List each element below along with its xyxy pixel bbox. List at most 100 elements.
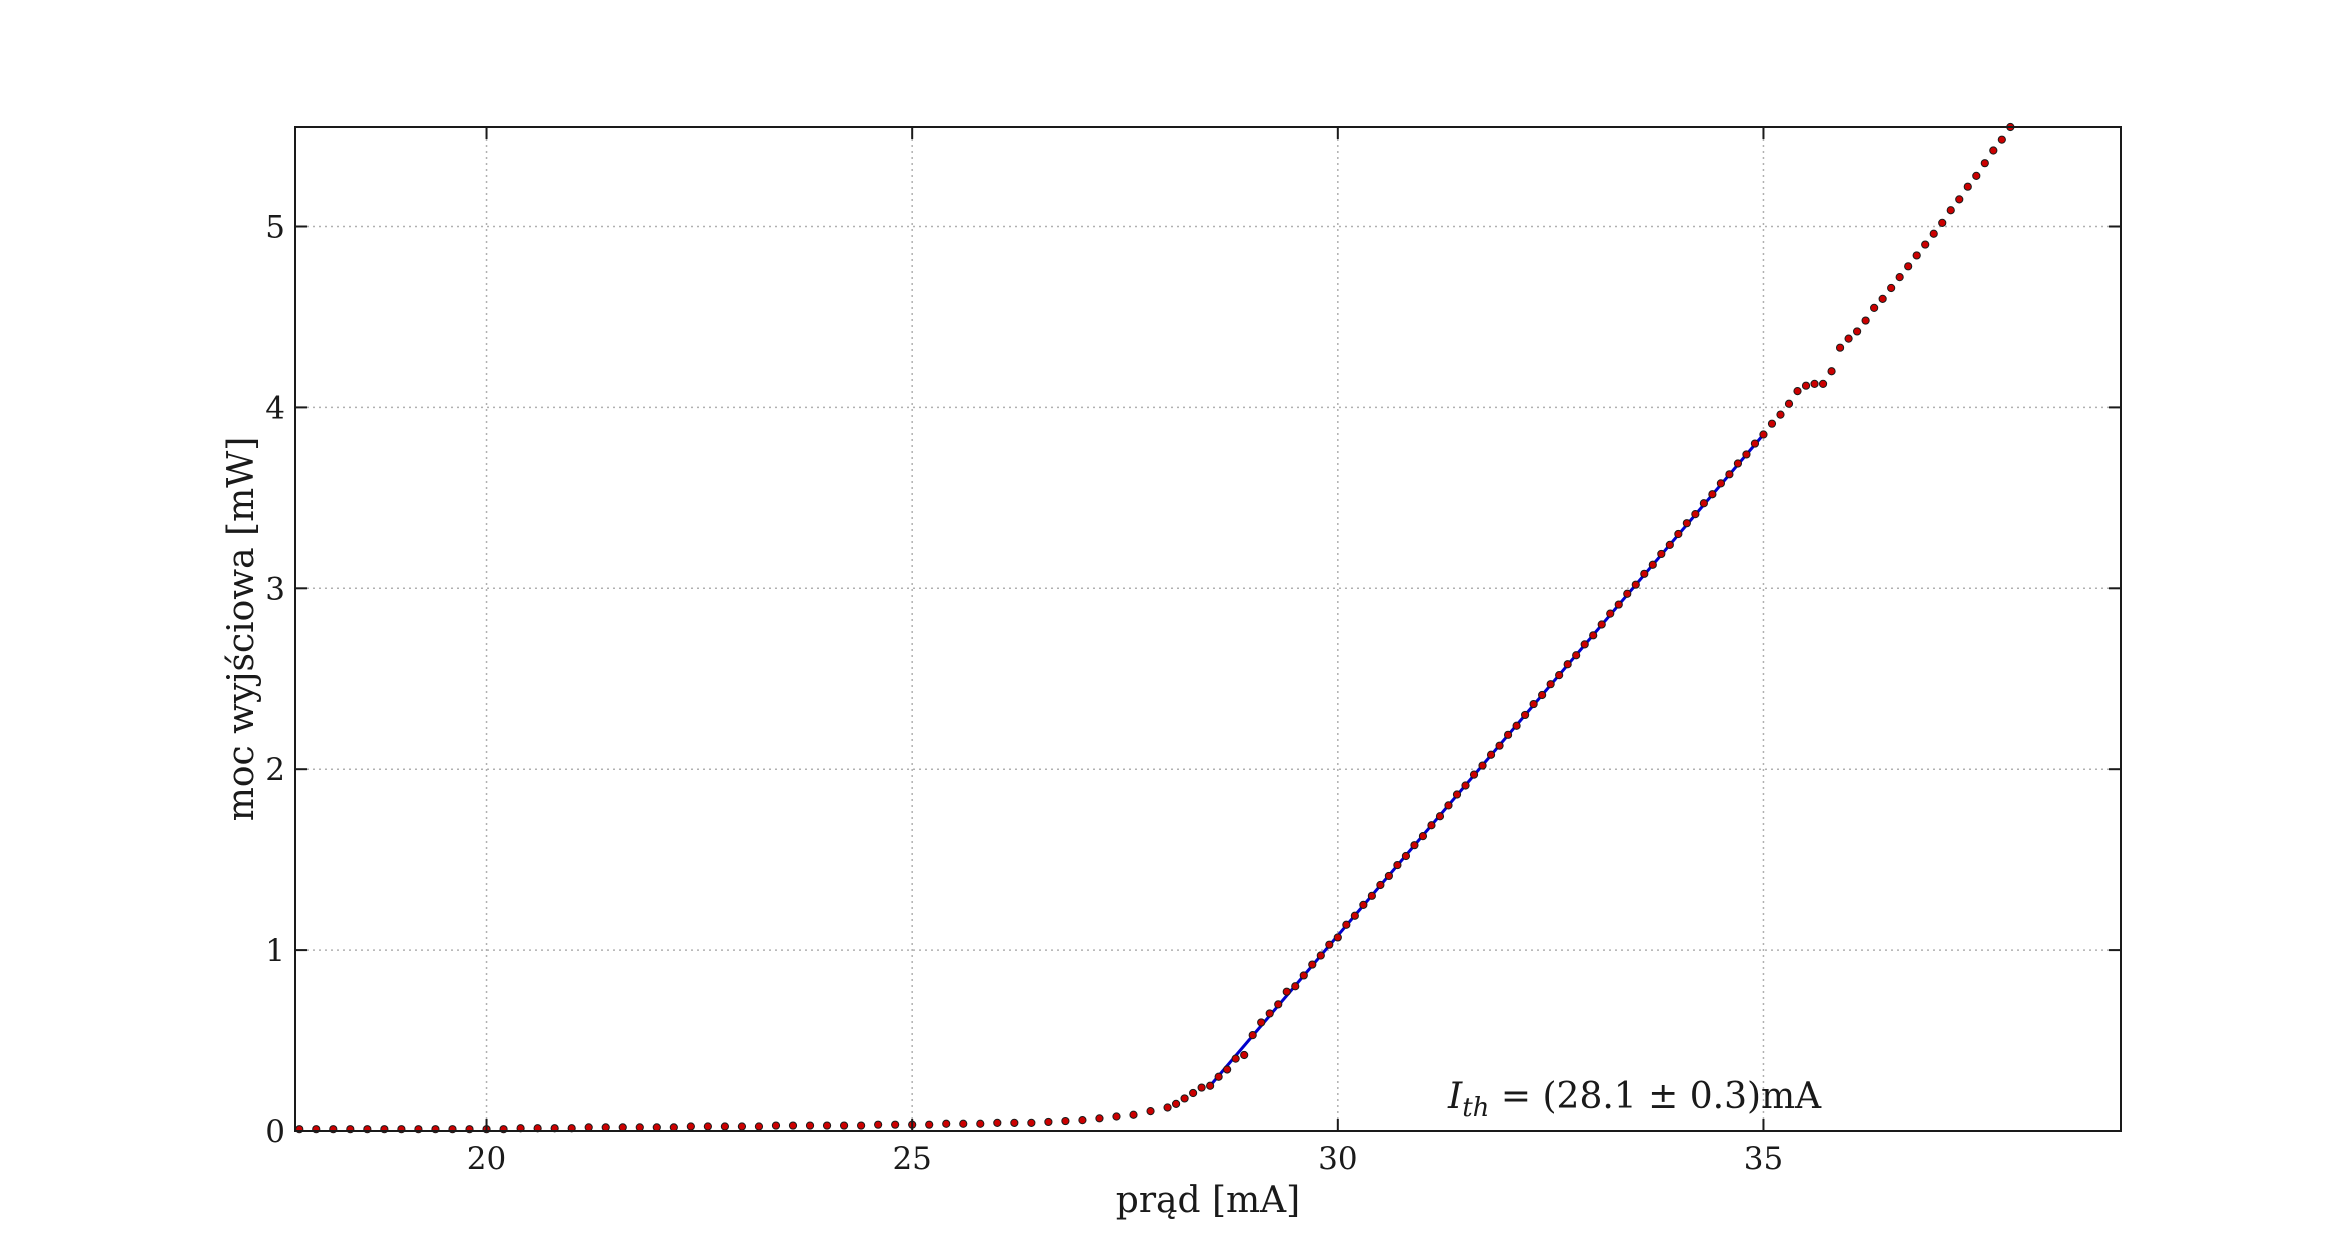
data-point	[1844, 334, 1853, 343]
data-point	[1997, 135, 2006, 144]
data-point	[1810, 379, 1819, 388]
data-point	[1648, 560, 1657, 569]
data-point	[720, 1122, 729, 1131]
data-point	[1223, 1065, 1232, 1074]
data-point	[1171, 1099, 1181, 1108]
data-point	[1044, 1117, 1053, 1127]
data-point	[1452, 790, 1462, 799]
data-point	[925, 1120, 934, 1129]
data-point	[976, 1119, 985, 1128]
data-point	[1512, 721, 1521, 730]
data-point	[1921, 240, 1930, 249]
data-point	[1078, 1116, 1087, 1125]
data-point	[1410, 841, 1419, 850]
data-point	[1206, 1081, 1215, 1090]
data-point	[1197, 1083, 1206, 1092]
data-point	[1861, 316, 1870, 325]
data-point	[1469, 770, 1479, 779]
annotation-symbol: I	[1447, 1076, 1463, 1117]
data-point	[1027, 1118, 1036, 1127]
data-point	[1699, 499, 1708, 508]
data-point	[1521, 710, 1530, 720]
data-point	[1257, 1018, 1266, 1027]
data-point	[1895, 273, 1904, 282]
data-point	[1640, 569, 1649, 578]
data-point	[1980, 159, 1989, 168]
data-point	[771, 1121, 781, 1130]
data-point	[1359, 900, 1368, 909]
data-point	[1759, 430, 1768, 439]
data-point	[1989, 146, 1998, 155]
data-point	[1435, 812, 1445, 821]
data-point	[686, 1122, 695, 1131]
data-point	[1827, 367, 1836, 376]
data-point	[1938, 218, 1947, 227]
data-point	[1350, 911, 1359, 920]
y-tick-label: 0	[265, 1114, 285, 1150]
axis-ticks	[295, 127, 2121, 1132]
data-point	[1546, 680, 1555, 689]
x-tick-label: 25	[892, 1141, 931, 1177]
tick-labels: 20 25 30 35 0 1 2 3 4 5	[265, 209, 1783, 1177]
data-point	[1972, 171, 1981, 180]
data-point	[1955, 195, 1964, 204]
data-point	[1572, 651, 1581, 660]
y-tick-label: 5	[265, 209, 285, 245]
data-point	[584, 1123, 593, 1132]
data-point	[1878, 294, 1887, 303]
threshold-annotation: Ith = (28.1 ± 0.3)mA	[1447, 1076, 1822, 1123]
data-point	[703, 1122, 712, 1131]
data-point	[857, 1121, 866, 1130]
data-point	[1461, 781, 1470, 790]
data-point	[822, 1121, 832, 1130]
data-point	[1708, 490, 1717, 499]
data-point	[1887, 283, 1896, 293]
x-tick-label: 30	[1318, 1141, 1357, 1177]
data-point	[1274, 1000, 1283, 1009]
plot-frame	[294, 126, 2122, 1132]
data-point	[1333, 933, 1342, 942]
data-point	[1784, 399, 1794, 408]
data-point	[1418, 832, 1428, 841]
data-point	[1665, 540, 1674, 549]
data-point	[1725, 470, 1734, 479]
data-point	[1870, 303, 1879, 313]
data-point	[1929, 229, 1938, 238]
data-point	[1010, 1118, 1019, 1127]
data-point	[1427, 821, 1436, 830]
data-point	[874, 1120, 883, 1129]
data-point	[1818, 379, 1828, 388]
data-point	[1486, 750, 1496, 759]
data-point	[1691, 510, 1700, 519]
data-point	[1597, 620, 1606, 629]
y-tick-label: 2	[265, 752, 285, 788]
data-point	[1316, 951, 1325, 960]
data-point	[1478, 761, 1487, 770]
data-point	[1801, 381, 1811, 390]
data-point	[1742, 450, 1751, 459]
data-point	[1776, 410, 1785, 419]
data-point	[1367, 891, 1376, 900]
y-tick-label: 1	[265, 933, 285, 969]
data-point	[1716, 479, 1725, 488]
data-point	[993, 1118, 1002, 1127]
data-point	[1657, 549, 1666, 559]
data-point	[1240, 1050, 1249, 1060]
data-point	[1503, 730, 1513, 739]
data-point	[652, 1123, 661, 1132]
data-point	[1444, 801, 1453, 810]
data-point	[1793, 387, 1802, 396]
data-point	[959, 1119, 968, 1128]
data-point	[1129, 1110, 1138, 1119]
data-point	[1112, 1112, 1121, 1121]
data-point	[788, 1121, 798, 1130]
data-point	[1231, 1054, 1240, 1063]
y-tick-label: 4	[265, 390, 285, 426]
data-point	[1912, 251, 1921, 260]
annotation-subscript: th	[1462, 1093, 1489, 1123]
data-point	[1946, 206, 1955, 215]
data-point	[1835, 343, 1845, 352]
data-point	[891, 1120, 900, 1129]
data-point	[1401, 851, 1411, 861]
